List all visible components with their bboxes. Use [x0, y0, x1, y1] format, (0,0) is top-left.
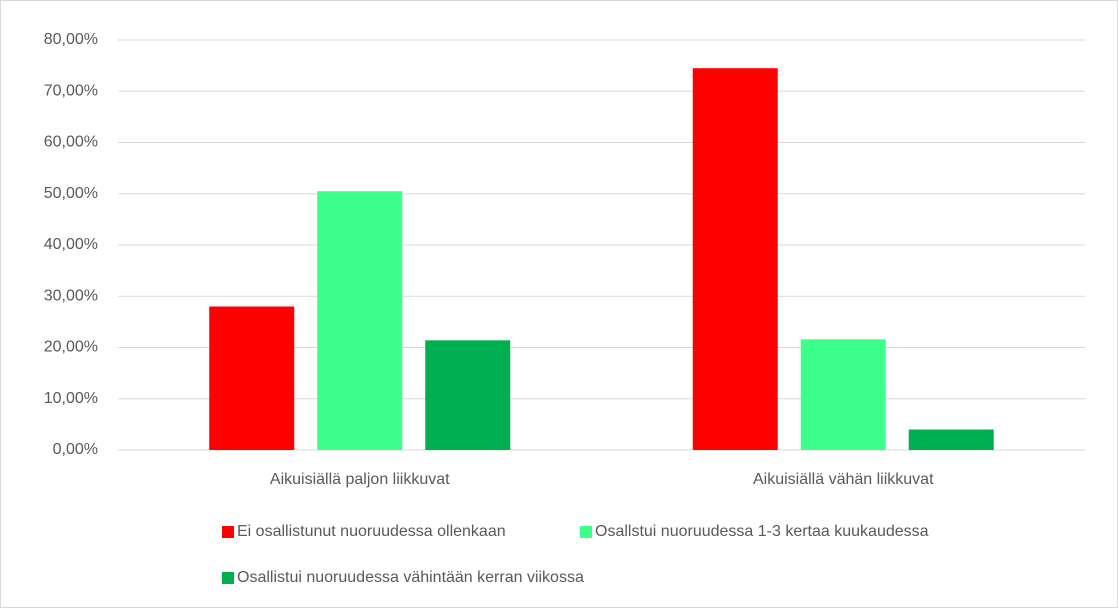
y-tick-label: 0,00% — [53, 441, 98, 458]
legend-swatch — [580, 526, 592, 538]
bar — [317, 191, 403, 450]
y-tick-label: 50,00% — [44, 185, 98, 202]
x-tick-label: Aikuisiällä paljon liikkuvat — [270, 471, 450, 488]
bar — [425, 340, 511, 450]
bar — [908, 429, 994, 450]
y-tick-label: 10,00% — [44, 390, 98, 407]
y-tick-label: 20,00% — [44, 339, 98, 356]
bar — [800, 339, 886, 450]
y-tick-label: 80,00% — [44, 31, 98, 48]
legend-label: Osallistui nuoruudessa vähintään kerran … — [237, 569, 584, 586]
legend-label: Osallstui nuoruudessa 1-3 kertaa kuukaud… — [595, 523, 929, 540]
y-tick-label: 40,00% — [44, 236, 98, 253]
legend-label: Ei osallistunut nuoruudessa ollenkaan — [237, 523, 506, 540]
x-tick-label: Aikuisiällä vähän liikkuvat — [753, 471, 934, 488]
y-tick-label: 60,00% — [44, 134, 98, 151]
y-tick-label: 70,00% — [44, 82, 98, 99]
legend-swatch — [222, 572, 234, 584]
bar — [692, 68, 778, 450]
y-tick-label: 30,00% — [44, 287, 98, 304]
legend-swatch — [222, 526, 234, 538]
bar — [209, 306, 295, 450]
